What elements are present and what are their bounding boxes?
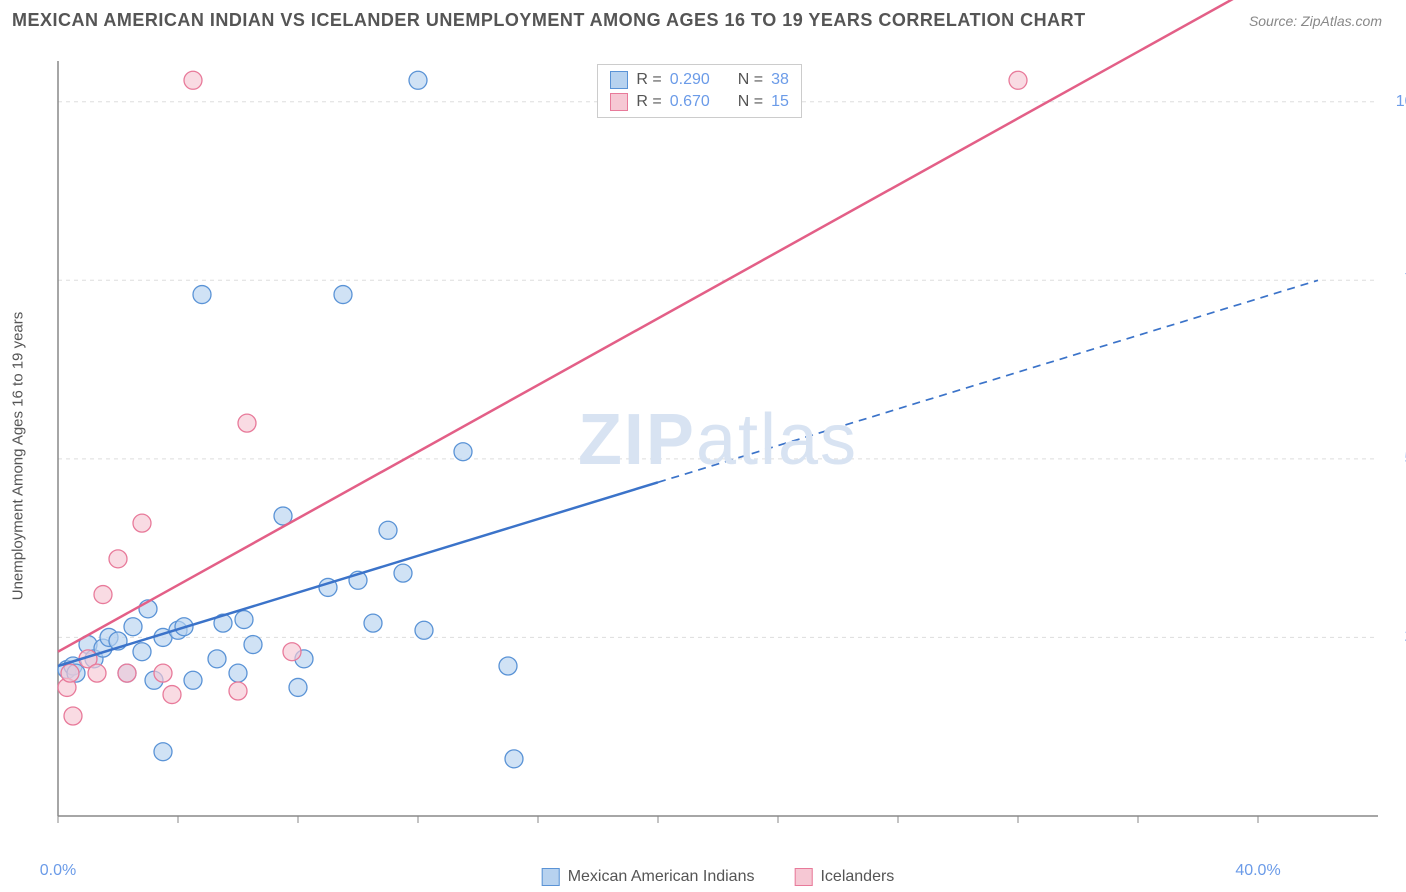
r-label: R = <box>636 71 661 89</box>
legend-row: R = 0.670 N = 15 <box>610 91 788 113</box>
legend-swatch-icon <box>610 71 628 89</box>
r-value: 0.670 <box>670 93 720 111</box>
legend-series-item: Icelanders <box>794 868 894 886</box>
source-attribution: Source: ZipAtlas.com <box>1249 13 1382 29</box>
chart-title: MEXICAN AMERICAN INDIAN VS ICELANDER UNE… <box>12 10 1086 31</box>
y-axis-label: Unemployment Among Ages 16 to 19 years <box>10 312 27 601</box>
series-legend: Mexican American Indians Icelanders <box>542 868 895 886</box>
legend-swatch-icon <box>542 868 560 886</box>
legend-series-label: Mexican American Indians <box>568 868 755 886</box>
r-value: 0.290 <box>670 71 720 89</box>
n-label: N = <box>738 93 763 111</box>
legend-row: R = 0.290 N = 38 <box>610 69 788 91</box>
x-tick-label: 40.0% <box>1235 862 1280 880</box>
legend-swatch-icon <box>610 93 628 111</box>
legend-swatch-icon <box>794 868 812 886</box>
n-label: N = <box>738 71 763 89</box>
n-value: 38 <box>771 71 789 89</box>
correlation-legend: R = 0.290 N = 38 R = 0.670 N = 15 <box>597 64 801 118</box>
x-tick-label: 0.0% <box>40 862 76 880</box>
legend-series-item: Mexican American Indians <box>542 868 755 886</box>
scatter-plot <box>48 56 1388 856</box>
chart-container: Unemployment Among Ages 16 to 19 years Z… <box>48 56 1388 856</box>
r-label: R = <box>636 93 661 111</box>
legend-series-label: Icelanders <box>820 868 894 886</box>
n-value: 15 <box>771 93 789 111</box>
y-tick-label: 100.0% <box>1396 93 1406 111</box>
